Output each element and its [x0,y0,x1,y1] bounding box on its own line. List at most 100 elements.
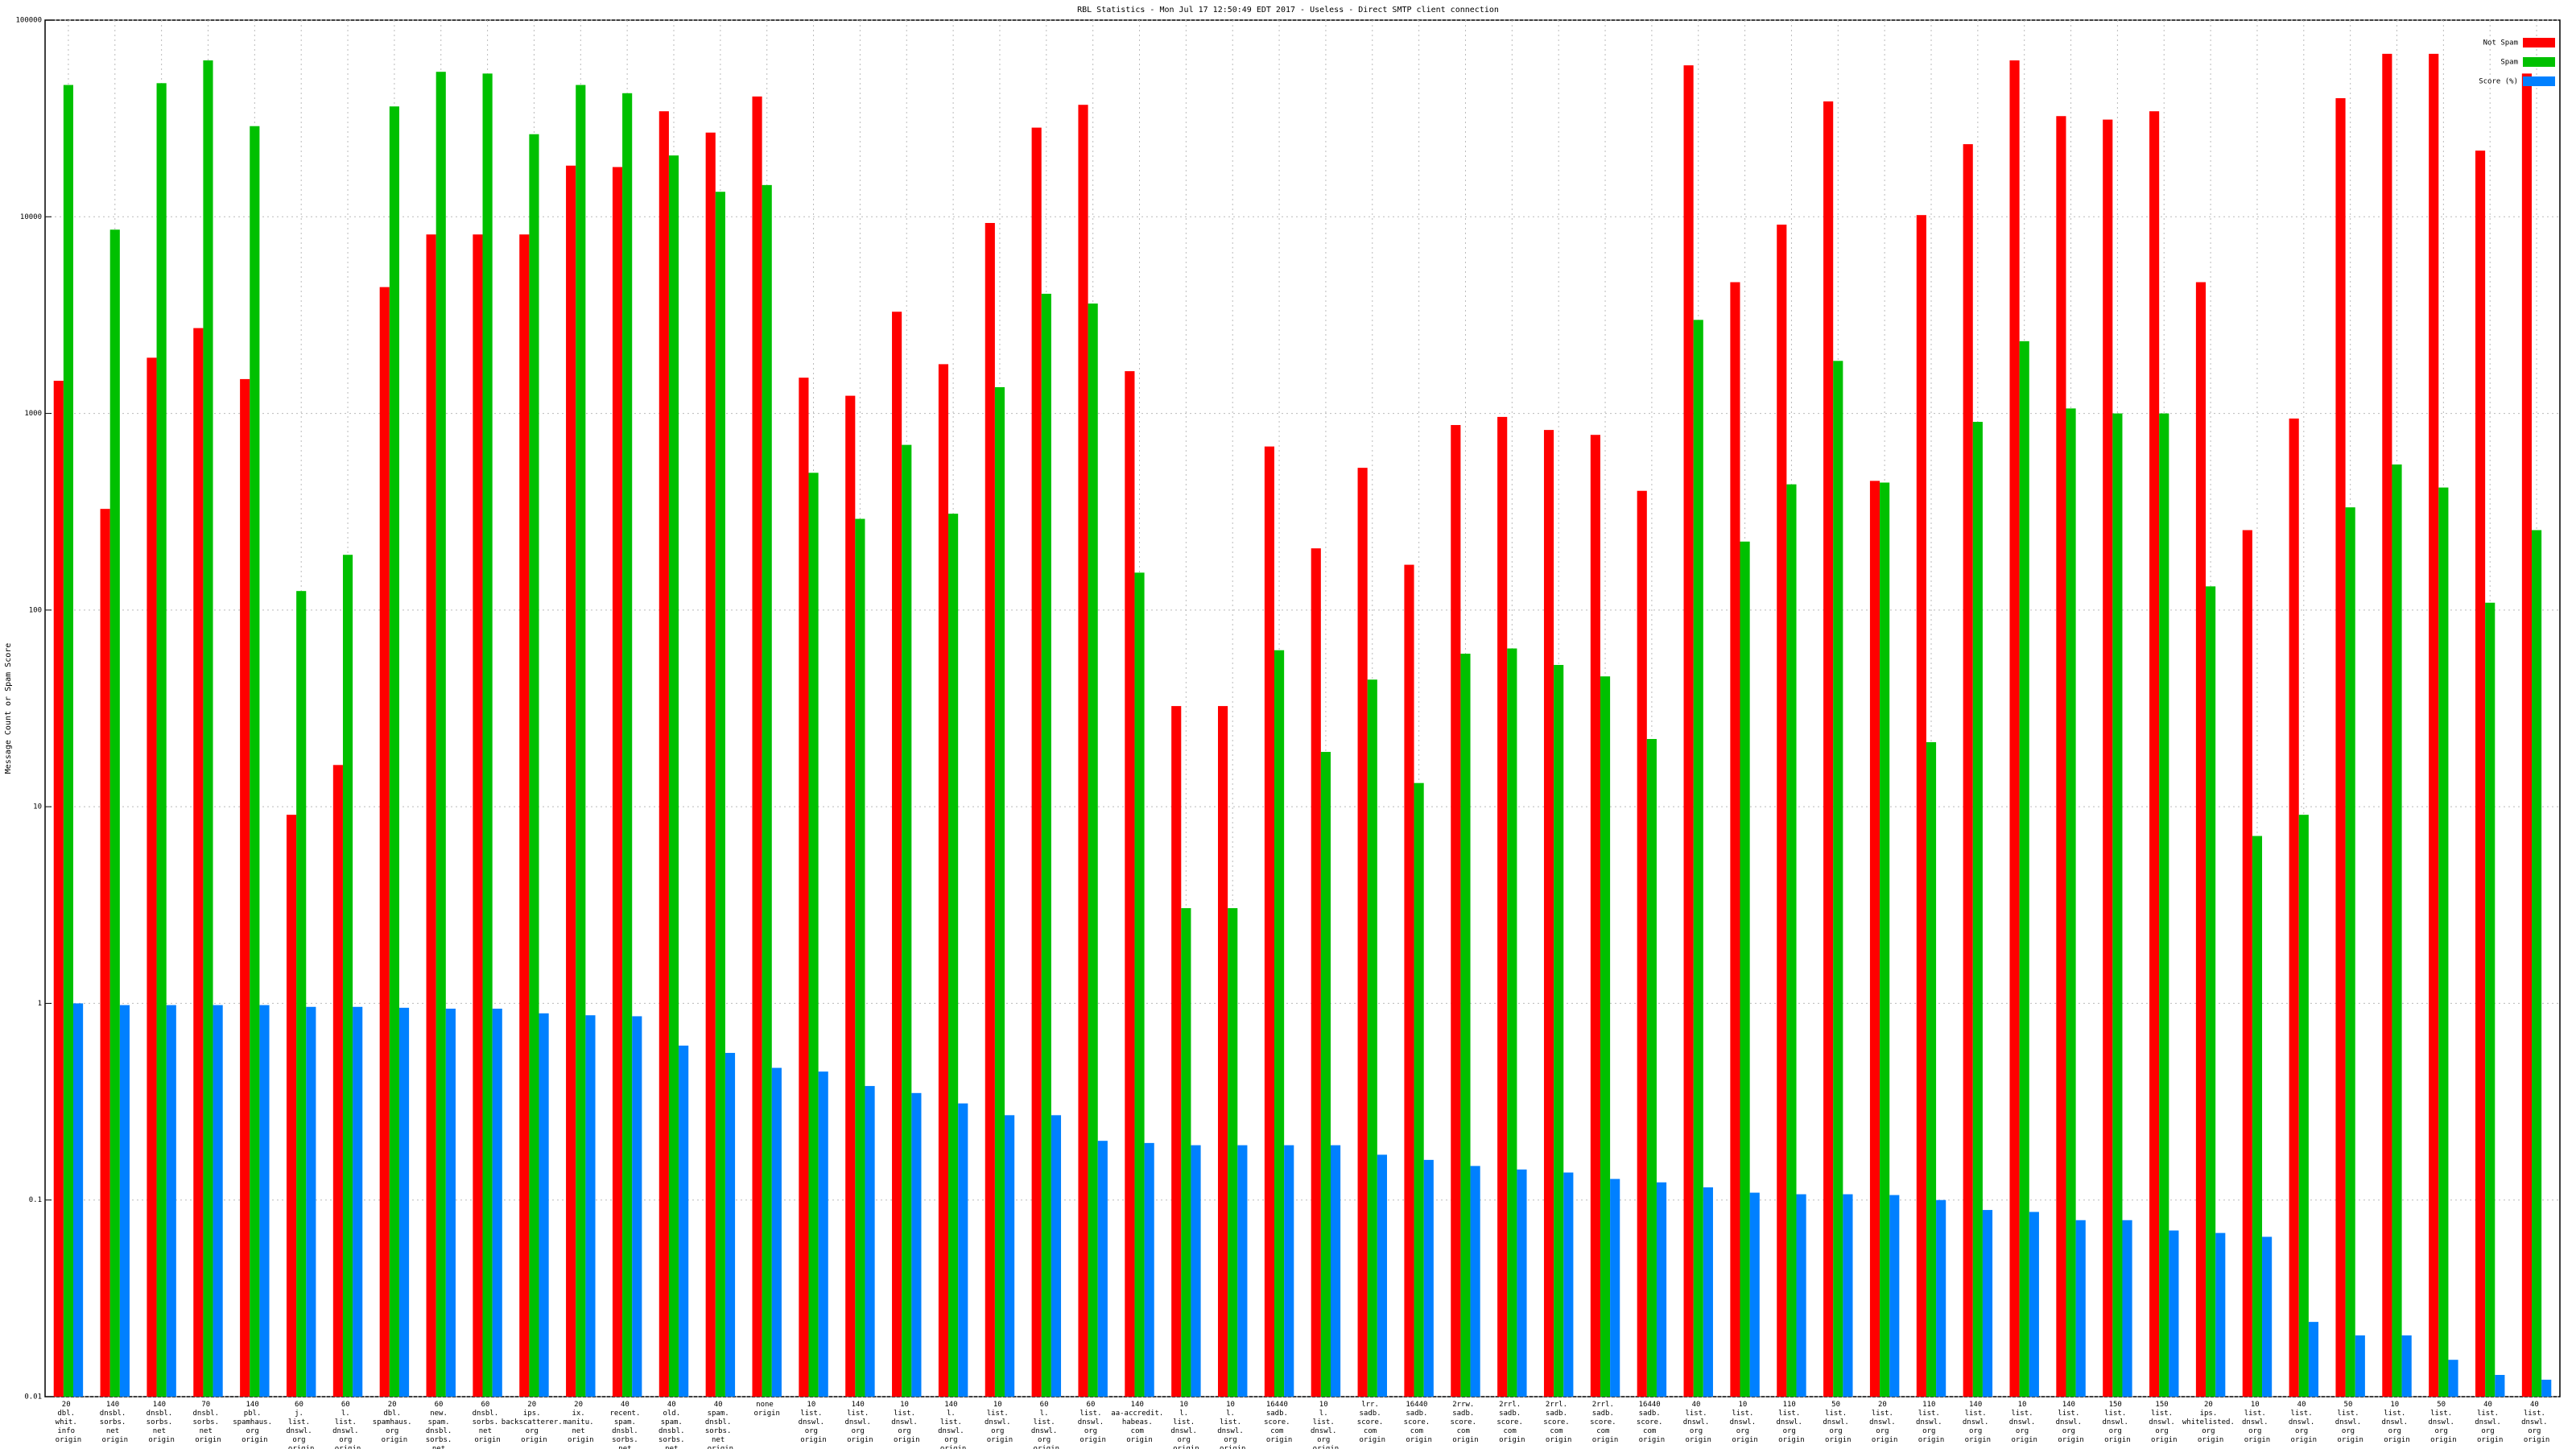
x-tick-label: 10 l. list. dnswl. org origin [1311,1401,1341,1449]
y-tick-label: 0.01 [24,1393,42,1402]
x-tick-label: 20 ix. manitu. net origin [564,1401,598,1444]
bar [1590,435,1600,1397]
bar [715,192,725,1397]
bar [566,165,576,1397]
x-tick-label: 2rrl. sadb. score. com origin [1543,1401,1574,1444]
bar [286,815,297,1397]
bar [193,328,204,1397]
bar [2029,1212,2039,1397]
bar [585,1015,596,1397]
bar [398,1007,410,1397]
bar [2252,836,2263,1397]
legend-swatch [2523,38,2555,47]
bar [1414,782,1424,1397]
bar [2262,1236,2273,1397]
x-tick-label: 10 list. dnswl. org origin [1730,1401,1761,1444]
bar [752,96,762,1397]
x-tick-label: 16440 sadb. score. com origin [1404,1401,1435,1444]
bar [306,1006,316,1397]
bar [2392,464,2402,1397]
bar [1311,548,1321,1397]
bar [658,111,669,1397]
bar [2112,413,2123,1397]
x-tick-label: 110 list. dnswl. org origin [1776,1401,1806,1444]
x-tick-label: 60 dnsbl. sorbs. net origin [473,1401,503,1444]
bar [994,386,1005,1397]
x-tick-label: 40 old. spam. dnsbl. sorbs. net origin [658,1401,689,1449]
bar [445,1008,456,1397]
bar [2122,1220,2132,1397]
bar [119,1005,130,1397]
bar [109,229,120,1397]
chart-title: RBL Statistics - Mon Jul 17 12:50:49 EDT… [1077,6,1499,14]
bar [938,364,949,1397]
x-tick-label: 150 list. dnswl. org origin [2149,1401,2179,1444]
y-axis-label: Message Count or Spam Score [4,643,13,774]
bar [2335,97,2346,1397]
x-tick-label: 60 l. list. dnswl. org origin [1031,1401,1062,1449]
bar [53,380,64,1397]
x-tick-label: 40 recent. spam. dnsbl. sorbs. net origi… [609,1401,644,1449]
x-tick-label: 10 list. dnswl. org origin [2009,1401,2040,1444]
x-tick-label: 60 list. dnswl. org origin [1078,1401,1108,1444]
bar [2355,1335,2365,1397]
bar [1191,1145,1201,1397]
bar [1843,1194,1853,1397]
bar [724,1052,736,1397]
bar [1554,665,1564,1397]
x-tick-label: 150 list. dnswl. org origin [2102,1401,2132,1444]
bar [2521,73,2532,1397]
bar [576,85,586,1397]
bar [1171,706,1182,1397]
bar [1451,424,1461,1397]
bar [2289,418,2299,1397]
bar [1563,1172,1574,1397]
legend-label: Score (%) [2479,78,2518,86]
bar [1749,1192,1760,1397]
x-tick-label: 10 l. list. dnswl. org origin [1217,1401,1248,1449]
x-tick-label: 40 list. dnswl. org origin [1683,1401,1714,1444]
y-tick-label: 10 [33,803,42,811]
bar [705,132,716,1397]
x-tick-label: 60 new. spam. dnsbl. sorbs. net origin [426,1401,456,1449]
bar [353,1006,363,1397]
x-tick-label: 16440 sadb. score. com origin [1264,1401,1294,1444]
bar [1936,1199,1946,1397]
bar [892,312,902,1397]
bar [845,395,856,1397]
plot-frame [44,19,2561,1397]
legend-label: Not Spam [2483,39,2518,47]
bar [342,555,353,1397]
bar [911,1092,922,1397]
bar [1078,105,1088,1397]
bar [2149,111,2160,1397]
x-tick-label: 10 list. dnswl. org origin [799,1401,829,1444]
bar [2066,408,2076,1397]
bar [473,234,483,1397]
bar [2345,507,2355,1397]
bar [1796,1194,1806,1397]
x-tick-label: 10 list. dnswl. org origin [985,1401,1015,1444]
bar [818,1071,828,1397]
bar [2009,60,2020,1397]
bar [612,167,623,1397]
x-tick-label: 10 list. dnswl. org origin [891,1401,922,1444]
bar [1097,1141,1108,1397]
bar [379,287,390,1397]
legend-swatch [2523,76,2555,86]
bar [519,234,530,1397]
bar [1543,430,1554,1397]
bar [2075,1220,2086,1397]
bar [1237,1145,1248,1397]
bar [808,473,819,1397]
bar [2206,586,2216,1397]
bar [762,184,772,1397]
bar [2495,1374,2505,1397]
bar [1217,706,1228,1397]
bar [2056,116,2066,1397]
bar [147,357,157,1397]
x-tick-label: 40 list. dnswl. org origin [2521,1401,2552,1444]
x-tick-label: 20 dbl. whit. info origin [56,1401,82,1444]
bar [2448,1360,2458,1397]
